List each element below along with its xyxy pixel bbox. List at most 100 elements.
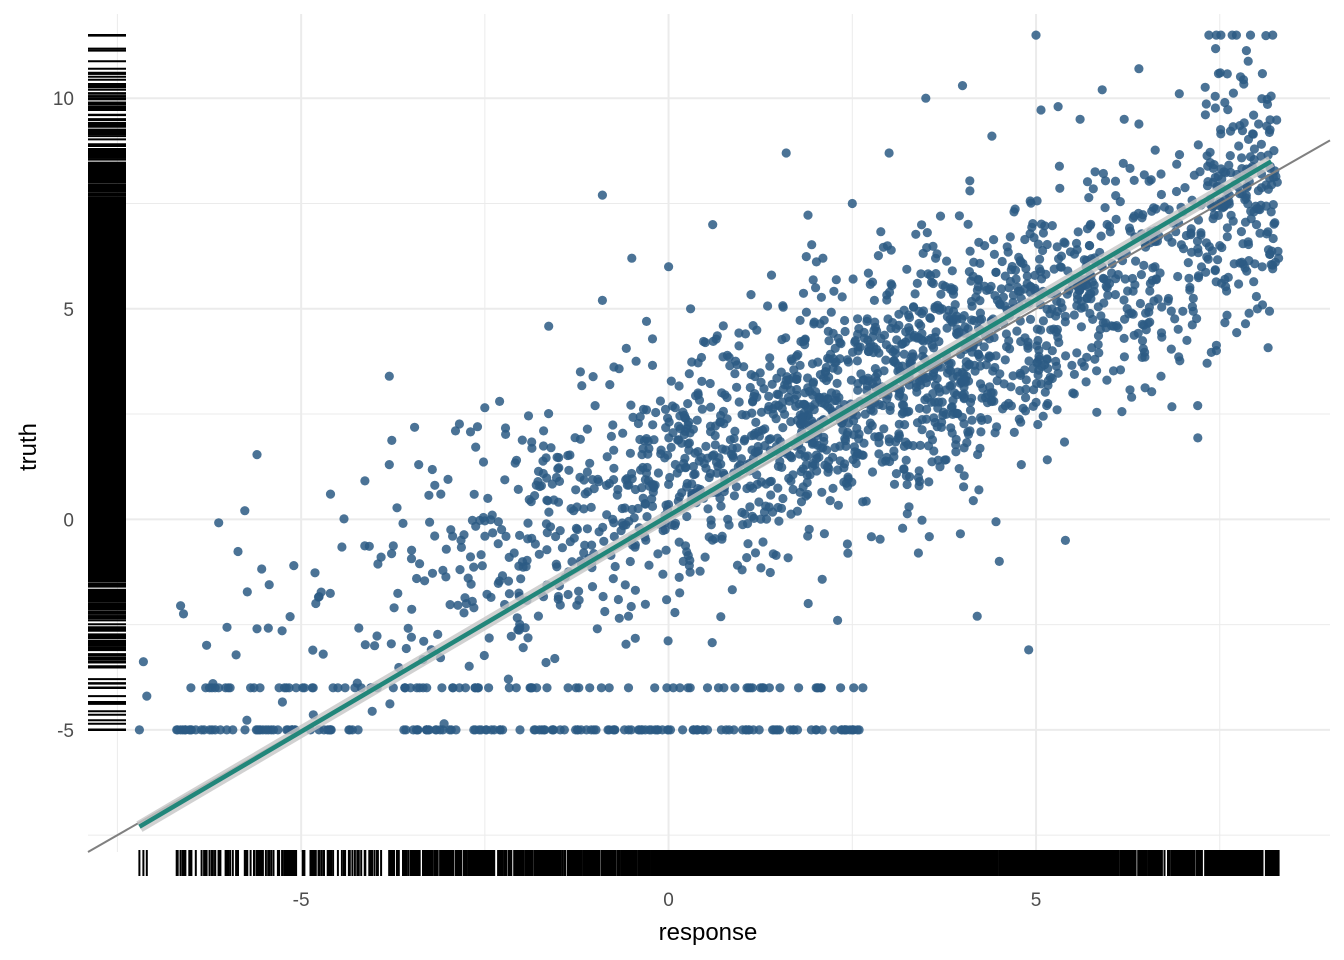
data-point — [1222, 223, 1232, 233]
data-point — [1098, 168, 1108, 179]
data-point — [918, 345, 928, 355]
data-point — [830, 443, 840, 453]
data-point — [651, 407, 661, 418]
data-point — [942, 256, 952, 266]
data-point — [1239, 79, 1249, 89]
data-point — [842, 430, 852, 440]
data-point — [425, 517, 435, 527]
data-point — [586, 502, 596, 512]
data-point — [995, 369, 1005, 379]
data-point — [609, 518, 619, 528]
data-point — [847, 477, 857, 487]
data-point — [686, 304, 696, 314]
data-point — [1069, 310, 1079, 320]
data-point — [865, 279, 875, 289]
data-point — [893, 433, 903, 443]
data-point — [965, 426, 975, 436]
data-point — [917, 515, 927, 525]
data-point — [843, 548, 853, 558]
data-point — [1015, 386, 1025, 396]
data-point — [829, 725, 839, 735]
data-point — [768, 549, 778, 559]
data-point — [626, 400, 636, 410]
data-point — [840, 315, 850, 326]
data-point — [1173, 324, 1183, 334]
data-point — [989, 249, 1000, 259]
data-point — [697, 376, 707, 386]
data-point — [1035, 254, 1045, 264]
data-point — [794, 683, 804, 693]
data-point — [803, 531, 813, 541]
data-point — [333, 683, 343, 693]
data-point — [976, 314, 987, 324]
data-point — [1156, 371, 1166, 381]
data-point — [711, 334, 721, 344]
data-point — [1038, 411, 1048, 421]
data-point — [823, 467, 833, 477]
data-point — [879, 424, 889, 434]
data-point — [732, 382, 742, 392]
data-point — [833, 365, 843, 375]
data-point — [777, 404, 787, 414]
data-point — [1036, 379, 1046, 389]
data-point — [914, 481, 924, 491]
data-point — [718, 406, 729, 416]
data-point — [819, 529, 830, 539]
data-point — [589, 484, 599, 494]
data-point — [178, 609, 189, 619]
data-point — [1173, 271, 1183, 282]
data-point — [870, 364, 881, 374]
data-point — [854, 725, 864, 735]
data-point — [975, 361, 985, 371]
data-point — [532, 683, 542, 693]
data-point — [364, 541, 374, 551]
data-point — [478, 512, 488, 523]
data-point — [1111, 214, 1121, 224]
data-point — [1193, 401, 1203, 411]
data-point — [1108, 366, 1119, 376]
data-point — [876, 227, 886, 237]
data-point — [598, 522, 608, 533]
data-point — [419, 636, 429, 646]
data-point — [510, 458, 520, 468]
data-point — [1269, 219, 1279, 229]
data-point — [675, 424, 686, 434]
data-point — [576, 725, 586, 735]
data-point — [922, 228, 932, 238]
data-point — [761, 514, 772, 524]
data-point — [255, 683, 265, 693]
data-point — [620, 580, 630, 590]
data-point — [340, 683, 350, 693]
data-point — [1174, 352, 1184, 362]
data-point — [553, 497, 564, 507]
data-point — [755, 368, 765, 378]
data-point — [1042, 400, 1052, 411]
data-point — [415, 683, 425, 693]
data-point — [1243, 56, 1253, 66]
data-point — [1201, 267, 1211, 277]
data-point — [766, 270, 777, 280]
data-point — [1125, 163, 1135, 173]
data-point — [582, 467, 593, 477]
data-point — [965, 186, 975, 196]
data-point — [1128, 213, 1138, 223]
data-point — [541, 657, 551, 668]
data-point — [752, 392, 762, 402]
data-point — [840, 459, 850, 469]
data-point — [638, 493, 648, 503]
data-point — [959, 311, 969, 321]
data-point — [683, 420, 693, 430]
data-point — [572, 524, 583, 535]
data-point — [696, 452, 706, 463]
data-point — [976, 427, 986, 437]
data-point — [1008, 297, 1018, 308]
data-point — [134, 725, 144, 735]
data-point — [710, 440, 720, 450]
data-point — [1090, 354, 1100, 364]
data-point — [764, 391, 774, 401]
data-point — [740, 509, 750, 519]
data-point — [623, 683, 634, 693]
data-point — [1024, 356, 1034, 366]
data-point — [688, 461, 699, 472]
data-point — [1047, 346, 1057, 356]
